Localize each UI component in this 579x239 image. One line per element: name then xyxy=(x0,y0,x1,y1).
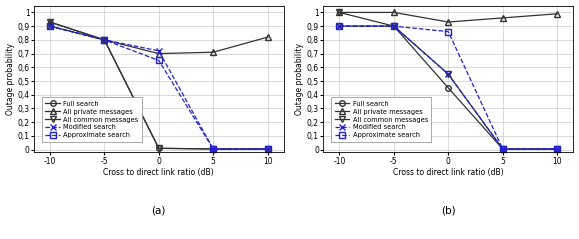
All common messages xyxy=(554,147,560,150)
Line: All private messages: All private messages xyxy=(336,10,560,25)
Line: Approximate search: Approximate search xyxy=(47,23,270,152)
Modified search xyxy=(264,147,271,150)
Line: All common messages: All common messages xyxy=(47,19,270,152)
Modified search xyxy=(46,25,53,27)
Modified search xyxy=(390,25,397,27)
Full search xyxy=(554,147,560,150)
Approximate search xyxy=(499,147,506,150)
Legend: Full search, All private messages, All common messages, Modified search, Approxi: Full search, All private messages, All c… xyxy=(331,97,431,142)
All common messages xyxy=(264,147,271,150)
Modified search xyxy=(499,147,506,150)
Full search xyxy=(445,87,452,89)
Line: Approximate search: Approximate search xyxy=(336,23,560,152)
Full search xyxy=(336,25,343,27)
All private messages xyxy=(264,36,271,38)
All private messages xyxy=(46,21,53,23)
Full search xyxy=(264,147,271,150)
All common messages xyxy=(499,147,506,150)
Approximate search xyxy=(101,38,108,41)
Line: All private messages: All private messages xyxy=(47,19,270,56)
All common messages xyxy=(101,38,108,41)
Full search xyxy=(46,25,53,27)
All common messages xyxy=(445,73,452,76)
All private messages xyxy=(445,21,452,23)
X-axis label: Cross to direct link ratio (dB): Cross to direct link ratio (dB) xyxy=(393,168,504,177)
Modified search xyxy=(445,73,452,76)
All common messages xyxy=(210,147,217,150)
Line: Modified search: Modified search xyxy=(46,23,271,152)
All common messages xyxy=(46,21,53,23)
Line: Full search: Full search xyxy=(336,23,560,152)
Full search xyxy=(155,147,162,150)
Full search xyxy=(499,147,506,150)
Approximate search xyxy=(155,59,162,62)
Text: (a): (a) xyxy=(152,205,166,215)
Modified search xyxy=(554,147,560,150)
Approximate search xyxy=(445,30,452,33)
Modified search xyxy=(101,38,108,41)
Y-axis label: Outage probability: Outage probability xyxy=(6,43,14,115)
All common messages xyxy=(390,25,397,27)
All private messages xyxy=(499,16,506,19)
Approximate search xyxy=(210,147,217,150)
All private messages xyxy=(155,52,162,55)
Approximate search xyxy=(264,147,271,150)
Approximate search xyxy=(336,25,343,27)
All private messages xyxy=(101,38,108,41)
Line: All common messages: All common messages xyxy=(336,10,560,152)
All common messages xyxy=(155,147,162,150)
All private messages xyxy=(390,11,397,14)
Line: Full search: Full search xyxy=(47,23,270,152)
Full search xyxy=(101,38,108,41)
All private messages xyxy=(210,51,217,54)
Modified search xyxy=(210,147,217,150)
Legend: Full search, All private messages, All common messages, Modified search, Approxi: Full search, All private messages, All c… xyxy=(42,97,142,142)
Text: (b): (b) xyxy=(441,205,456,215)
X-axis label: Cross to direct link ratio (dB): Cross to direct link ratio (dB) xyxy=(104,168,214,177)
Full search xyxy=(390,25,397,27)
Y-axis label: Outage probability: Outage probability xyxy=(295,43,304,115)
Approximate search xyxy=(390,25,397,27)
All common messages xyxy=(336,11,343,14)
Line: Modified search: Modified search xyxy=(336,23,560,152)
Modified search xyxy=(155,49,162,52)
All private messages xyxy=(554,12,560,15)
Approximate search xyxy=(554,147,560,150)
Full search xyxy=(210,147,217,150)
Modified search xyxy=(336,25,343,27)
Approximate search xyxy=(46,25,53,27)
All private messages xyxy=(336,11,343,14)
